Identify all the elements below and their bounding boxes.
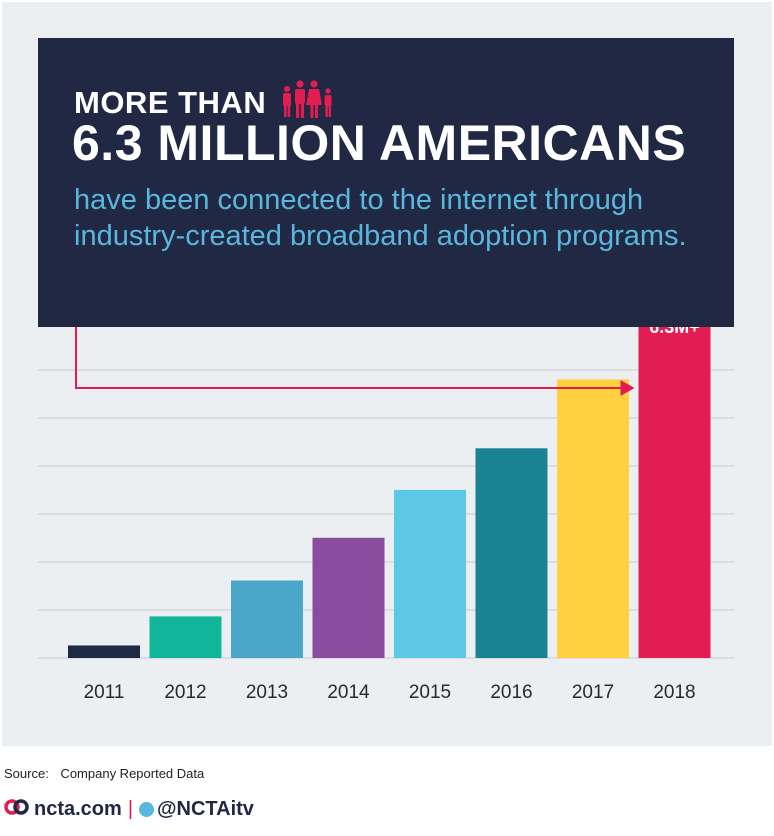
x-tick-label: 2017 — [572, 682, 614, 703]
bar — [312, 537, 385, 658]
footer: ncta.com | @NCTAitv — [4, 796, 254, 822]
annotation-arrow-head — [620, 380, 635, 396]
ncta-logo-icon — [4, 798, 30, 821]
twitter-icon — [139, 801, 155, 817]
x-tick-label: 2012 — [164, 682, 206, 703]
headline-subtitle: have been connected to the internet thro… — [74, 184, 687, 252]
headline-main: 6.3 MILLION AMERICANS — [72, 115, 687, 171]
x-tick-label: 2014 — [327, 682, 370, 703]
footer-twitter-handle[interactable]: @NCTAitv — [157, 797, 254, 820]
footer-site-link[interactable]: ncta.com — [34, 797, 122, 820]
headline-line1: MORE THAN — [74, 80, 340, 126]
x-tick-label: 2013 — [246, 682, 288, 703]
headline-more-than: MORE THAN — [74, 85, 267, 120]
bar — [475, 448, 548, 658]
bar — [149, 616, 222, 658]
family-icon — [280, 80, 340, 126]
source-text: Company Reported Data — [60, 766, 205, 781]
bar — [68, 645, 140, 658]
source-note: Source: Company Reported Data — [4, 766, 204, 781]
bar — [557, 379, 629, 658]
x-tick-label: 2011 — [84, 682, 125, 703]
bar — [638, 299, 711, 658]
bar — [394, 489, 466, 658]
annotation-arrow-line — [75, 327, 623, 389]
bar — [231, 580, 303, 658]
x-tick-label: 2018 — [653, 682, 695, 703]
x-tick-label: 2015 — [409, 682, 451, 703]
footer-separator: | — [127, 797, 134, 820]
x-tick-label: 2016 — [490, 682, 532, 703]
source-label: Source: — [4, 766, 49, 781]
headline-box — [38, 38, 734, 327]
